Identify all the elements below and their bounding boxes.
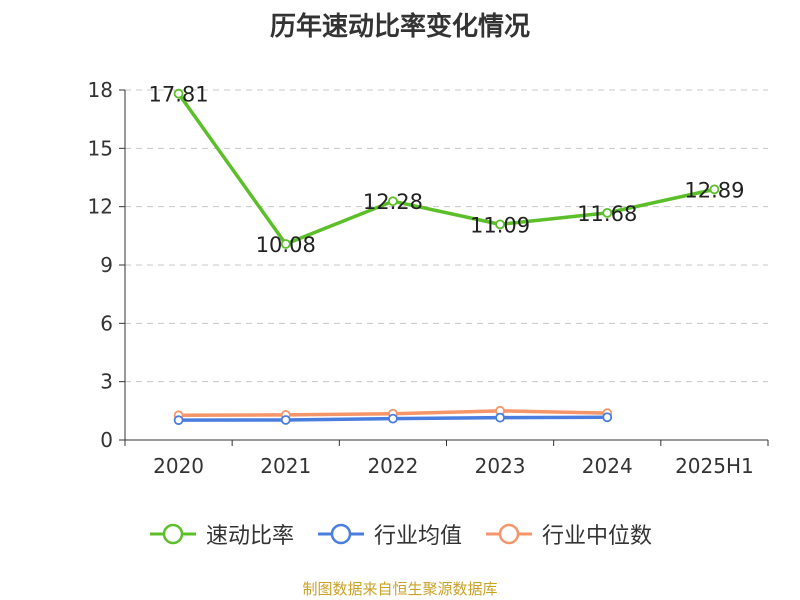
source-note: 制图数据来自恒生聚源数据库 xyxy=(302,580,498,598)
x-tick-label: 2020 xyxy=(153,454,204,478)
data-point xyxy=(602,207,613,218)
legend-item[interactable]: 行业中位数 xyxy=(484,518,652,550)
legend-item[interactable]: 行业均值 xyxy=(316,518,462,550)
x-tick-label: 2023 xyxy=(475,454,526,478)
data-point xyxy=(280,415,291,425)
legend-label: 行业中位数 xyxy=(542,524,653,549)
y-tick-label: 12 xyxy=(88,195,113,219)
data-point xyxy=(388,413,398,424)
data-label: 12.28 xyxy=(363,190,423,214)
y-axis: 0 3 6 9 12 15 18 xyxy=(88,78,126,452)
x-tick-label: 2022 xyxy=(367,454,418,478)
legend-marker-icon xyxy=(149,523,196,545)
data-label: 11.68 xyxy=(577,202,637,226)
legend-marker-icon xyxy=(317,523,364,545)
legend-marker-icon xyxy=(486,523,532,545)
data-point xyxy=(495,219,505,230)
y-tick-label: 3 xyxy=(100,370,113,394)
data-point xyxy=(495,412,505,423)
x-tick-label: 2021 xyxy=(260,454,311,478)
chart-title: 历年速动比率变化情况 xyxy=(269,12,530,42)
legend-label: 速动比率 xyxy=(205,524,294,549)
series-line xyxy=(177,92,715,246)
data-point xyxy=(709,184,720,195)
data-point xyxy=(173,415,184,426)
legend-circle xyxy=(498,523,520,545)
legend: 速动比率 行业均值 行业中位数 xyxy=(0,518,800,550)
data-point xyxy=(388,196,398,207)
legend-circle xyxy=(162,523,184,545)
data-point xyxy=(173,88,184,99)
data-label: 17.81 xyxy=(149,83,209,107)
y-tick-label: 0 xyxy=(100,428,113,452)
legend-item[interactable]: 速动比率 xyxy=(148,518,294,550)
grid-lines xyxy=(125,89,768,383)
data-label: 12.89 xyxy=(684,178,744,202)
data-label: 11.09 xyxy=(470,213,530,237)
y-tick-label: 18 xyxy=(88,78,113,102)
legend-label: 行业均值 xyxy=(373,524,462,549)
y-tick-label: 6 xyxy=(100,311,113,335)
series-lines xyxy=(173,88,720,426)
x-tick-label: 2025H1 xyxy=(675,454,754,478)
x-tick-label: 2024 xyxy=(582,454,633,478)
y-tick-label: 9 xyxy=(100,253,113,277)
x-axis: 2020 2021 2022 2023 2024 2025H1 xyxy=(124,439,769,478)
legend-circle xyxy=(330,523,352,545)
data-point xyxy=(280,239,291,249)
data-labels: 17.81 10.08 12.28 11.09 11.68 12.89 xyxy=(149,83,745,257)
data-label: 10.08 xyxy=(256,233,316,257)
data-point xyxy=(602,412,613,423)
y-tick-label: 15 xyxy=(88,136,113,160)
